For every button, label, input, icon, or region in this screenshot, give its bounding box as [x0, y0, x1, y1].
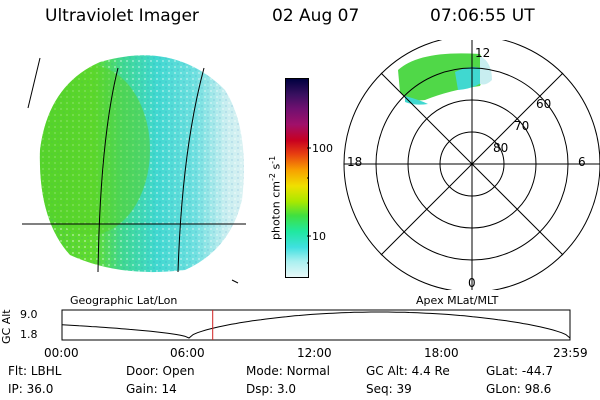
info-glat: GLat: -44.7: [486, 364, 553, 378]
instrument-title: Ultraviolet Imager: [45, 6, 199, 26]
colorbar-ticks: [307, 147, 311, 264]
mlat-label-60: 60: [536, 97, 552, 111]
polar-grid: [343, 40, 600, 290]
polar-plot: [343, 40, 600, 290]
earth-disk: [39, 55, 244, 273]
xtick-1200: 12:00: [297, 346, 332, 360]
geo-grid: [22, 57, 246, 284]
apex-title: Apex MLat/MLT: [416, 294, 499, 307]
info-door: Door: Open: [126, 364, 195, 378]
mlt-label-6: 6: [578, 155, 586, 169]
info-mode: Mode: Normal: [246, 364, 330, 378]
mlt-label-0: 0: [468, 276, 476, 290]
xtick-1800: 18:00: [424, 346, 459, 360]
xtick-2359: 23:59: [553, 346, 588, 360]
mlt-label-18: 18: [347, 155, 363, 169]
altitude-curve: [61, 311, 571, 339]
colorbar-tick-10: 10: [312, 230, 326, 243]
info-flt: Flt: LBHL: [8, 364, 62, 378]
mlat-label-80: 80: [493, 141, 509, 155]
date-label: 02 Aug 07: [272, 6, 360, 26]
info-ip: IP: 36.0: [8, 382, 54, 396]
alt-ytick-high: 9.0: [20, 308, 38, 321]
info-seq: Seq: 39: [366, 382, 412, 396]
auroral-blob: [398, 53, 492, 105]
alt-ytick-low: 1.8: [20, 328, 38, 341]
geo-latlon-title: Geographic Lat/Lon: [70, 294, 178, 307]
info-glon: GLon: 98.6: [486, 382, 552, 396]
info-gain: Gain: 14: [126, 382, 177, 396]
xtick-0000: 00:00: [44, 346, 79, 360]
mlt-label-12: 12: [475, 46, 491, 60]
xtick-0600: 06:00: [170, 346, 205, 360]
time-label: 07:06:55 UT: [430, 6, 535, 26]
colorbar-tick-100: 100: [312, 142, 333, 155]
info-dsp: Dsp: 3.0: [246, 382, 297, 396]
mlat-label-70: 70: [514, 119, 530, 133]
info-gc-alt: GC Alt: 4.4 Re: [366, 364, 450, 378]
